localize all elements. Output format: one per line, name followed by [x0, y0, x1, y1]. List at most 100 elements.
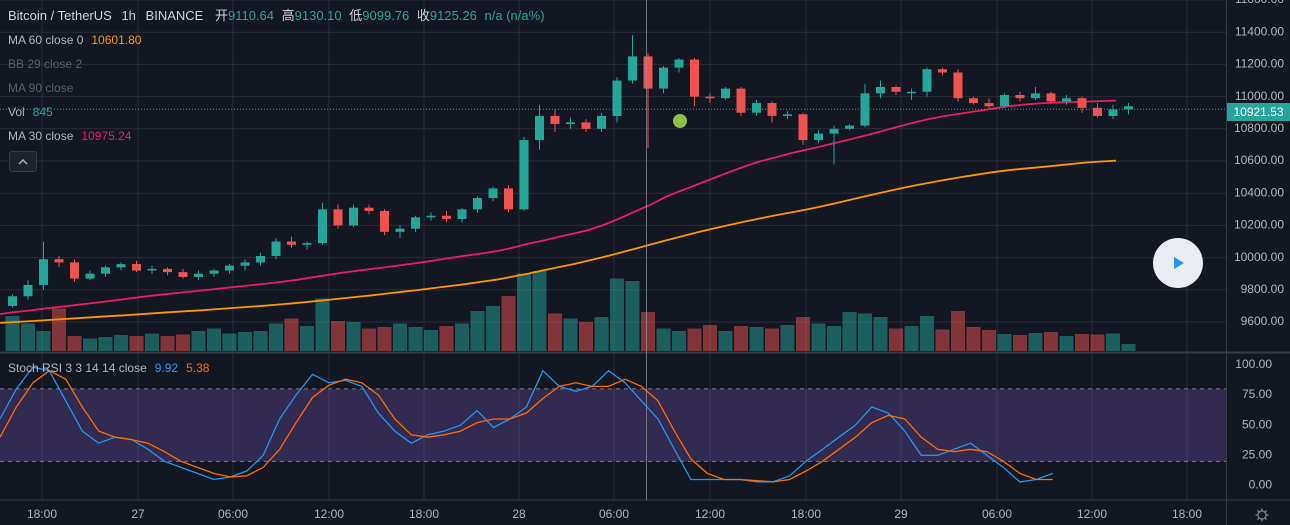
candle: [54, 256, 64, 268]
candle-body: [1046, 93, 1056, 102]
collapse-legend-button[interactable]: [9, 151, 37, 172]
legend-stoch-label: Stoch RSI 3 3 14 14 close: [8, 361, 147, 375]
price-tick-label: 10600.00: [1234, 153, 1284, 167]
candle-body: [1031, 93, 1040, 99]
volume-bar: [656, 328, 671, 351]
candle: [721, 86, 730, 100]
candle: [1093, 103, 1102, 118]
candle: [318, 202, 327, 245]
legend-stoch-k: 9.92: [154, 361, 179, 375]
volume-bar: [1075, 334, 1089, 351]
volume-bar: [83, 338, 97, 351]
candle: [395, 225, 405, 239]
interval-label[interactable]: 1h: [121, 8, 136, 23]
last-price-label: 10921.53: [1227, 103, 1290, 121]
candle: [225, 264, 234, 274]
legend-ma30[interactable]: MA 30 close 10975.24: [8, 128, 131, 144]
candle-body: [194, 273, 203, 277]
candle: [349, 204, 358, 228]
legend-ma90[interactable]: MA 90 close: [8, 80, 73, 96]
candle-body: [1062, 98, 1071, 102]
volume-bar: [532, 271, 547, 351]
volume-bar: [238, 332, 252, 351]
legend-ma30-value: 10975.24: [81, 129, 132, 143]
time-tick-label: 18:00: [27, 507, 57, 521]
candle: [922, 67, 932, 97]
candle-body: [70, 262, 79, 279]
volume-bar: [625, 281, 640, 351]
price-tick-label: 10800.00: [1234, 121, 1284, 135]
volume-bar: [672, 331, 686, 351]
legend-stoch[interactable]: Stoch RSI 3 3 14 14 close 9.92 5.38: [8, 360, 209, 376]
legend-vol[interactable]: Vol 845: [8, 104, 53, 120]
gear-tooth: [1256, 509, 1260, 513]
candle: [426, 212, 436, 221]
legend-stoch-d: 5.38: [186, 361, 210, 375]
candle-body: [54, 259, 64, 263]
candle: [891, 85, 901, 95]
chart-overlay: [0, 0, 1226, 500]
candle-body: [504, 188, 513, 210]
candle: [829, 125, 839, 165]
candle: [705, 93, 715, 104]
candle-body: [318, 209, 327, 244]
candle: [209, 268, 219, 277]
stoch-k-line: [0, 366, 1054, 483]
candle: [116, 262, 126, 271]
candle-body: [287, 241, 296, 245]
candle: [504, 185, 513, 213]
volume-bar: [269, 323, 283, 351]
candle: [101, 265, 110, 277]
volume-bar: [5, 316, 20, 351]
time-tick-label: 12:00: [695, 507, 725, 521]
stoch-tick-label: 75.00: [1242, 387, 1272, 401]
volume-bar: [951, 311, 965, 351]
time-tick-label: 18:00: [1172, 507, 1202, 521]
close-value: 9125.26: [429, 8, 477, 23]
high-label: 高: [281, 8, 295, 23]
price-axis[interactable]: 9600.00 9800.00 10000.00 10200.00 10400.00 10…: [1234, 0, 1284, 492]
stoch-tick-label: 25.00: [1242, 447, 1272, 461]
stoch-tick-label: 100.00: [1235, 357, 1272, 371]
stoch-band-fill: [0, 388, 1226, 462]
volume-bar: [1059, 336, 1074, 351]
volume-bar: [67, 336, 82, 351]
volume-bar: [362, 328, 376, 351]
replay-play-button[interactable]: [1153, 238, 1203, 288]
volume-bar: [114, 335, 128, 351]
time-axis[interactable]: 18:00 27 06:00 12:00 18:00 28 06:00 12:00 18:00 2…: [27, 507, 1269, 522]
legend-ma60[interactable]: MA 60 close 0 10601.80: [8, 32, 141, 48]
candle: [85, 270, 95, 281]
candle-body: [612, 80, 622, 116]
candle-body: [488, 188, 498, 199]
candle: [736, 86, 746, 116]
candle-body: [426, 215, 436, 218]
candle: [984, 98, 994, 108]
candle-body: [891, 86, 901, 92]
candle: [550, 109, 560, 133]
candle-body: [209, 270, 219, 274]
candle: [783, 111, 792, 120]
legend-ma60-label: MA 60 close 0: [8, 33, 84, 47]
candle-body: [643, 56, 653, 89]
candle-body: [364, 207, 374, 211]
volume-bar: [889, 328, 903, 351]
candle: [938, 67, 947, 76]
low-label: 低: [349, 8, 363, 23]
candle: [70, 259, 79, 282]
candle: [612, 77, 622, 123]
candle: [581, 119, 591, 133]
candle-body: [581, 122, 591, 129]
candle-body: [411, 217, 420, 229]
volume-bar: [858, 313, 872, 351]
legend-bb[interactable]: BB 29 close 2: [8, 56, 82, 72]
ma60-line: [0, 159, 1117, 324]
legend-bb-label: BB 29 close 2: [8, 57, 83, 71]
volume-bar: [439, 326, 454, 351]
volume-bar: [780, 325, 795, 351]
symbol-title[interactable]: Bitcoin / TetherUS: [8, 8, 112, 23]
gear-tooth: [1264, 509, 1268, 513]
candle-body: [85, 273, 95, 279]
candle: [969, 96, 978, 105]
